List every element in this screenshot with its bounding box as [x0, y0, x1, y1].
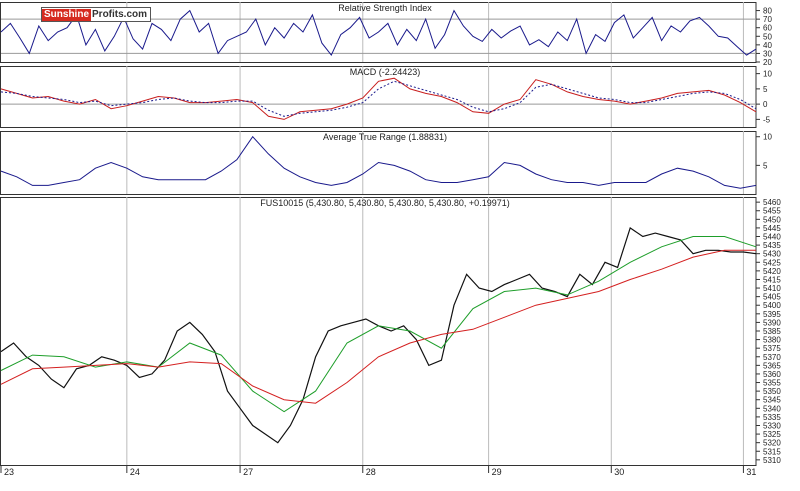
pane-4-y-tick-label: 5425 [763, 258, 781, 267]
pane-4-y-tick-label: 5380 [763, 336, 781, 345]
pane-4-y-tick-label: 5460 [763, 198, 781, 207]
pane-1-y-tick-label: 80 [763, 7, 772, 16]
pane-4-y-tick-label: 5335 [763, 413, 781, 422]
pane-2-y-tick-label: 5 [763, 85, 768, 94]
pane-4-series-line [0, 226, 757, 444]
x-tick-label: 30 [614, 467, 624, 477]
pane-3-y-tick-label: 5 [763, 161, 768, 170]
pane-3-series-line [0, 135, 757, 189]
pane-4-y-tick-label: 5360 [763, 370, 781, 379]
pane-4-y-tick-label: 5435 [763, 241, 781, 250]
pane-1-y-tick-label: 20 [763, 58, 772, 67]
pane-4-y-tick-label: 5385 [763, 327, 781, 336]
pane-4-series-line [0, 236, 757, 413]
pane-1-y-tick-label: 40 [763, 41, 772, 50]
pane-4-y-tick-label: 5415 [763, 275, 781, 284]
pane-4-y-tick-label: 5375 [763, 344, 781, 353]
pane-4-y-tick-label: 5450 [763, 215, 781, 224]
pane-4-y-tick-label: 5410 [763, 284, 781, 293]
brand-name-part2: Profits.com [92, 8, 148, 20]
pane-3-frame [0, 131, 757, 195]
pane-2-frame [0, 66, 757, 128]
pane-4-y-tick-label: 5405 [763, 293, 781, 302]
pane-2-series-line [0, 77, 757, 120]
x-tick-label: 27 [243, 467, 253, 477]
pane-4-y-tick-label: 5430 [763, 250, 781, 259]
x-tick-label: 24 [130, 467, 140, 477]
pane-4-y-tick-label: 5310 [763, 456, 781, 465]
pane-1-y-tick-label: 60 [763, 24, 772, 33]
brand-name-part1: Sunshine [42, 8, 92, 21]
pane-2-y-tick-label: 0 [763, 100, 768, 109]
pane-4-y-tick-label: 5330 [763, 421, 781, 430]
pane-2-y-tick-label: 10 [763, 70, 772, 79]
pane-4-y-tick-label: 5340 [763, 404, 781, 413]
pane-4-y-tick-label: 5345 [763, 396, 781, 405]
x-tick-label: 29 [492, 467, 502, 477]
pane-4-frame [0, 197, 757, 466]
pane-2-series-line [0, 80, 757, 117]
pane-4-y-tick-label: 5365 [763, 361, 781, 370]
pane-4-y-tick-label: 5350 [763, 387, 781, 396]
pane-3-title: Average True Range (1.88831) [323, 132, 447, 142]
pane-2-title: MACD (-2.24423) [350, 67, 421, 77]
pane-1-y-tick-label: 50 [763, 32, 772, 41]
pane-4-y-tick-label: 5455 [763, 207, 781, 216]
pane-4-y-tick-label: 5315 [763, 447, 781, 456]
pane-4-y-tick-label: 5325 [763, 430, 781, 439]
pane-1-y-tick-label: 70 [763, 15, 772, 24]
pane-1-series-line [0, 9, 757, 57]
pane-4-title: FUS10015 (5,430.80, 5,430.80, 5,430.80, … [260, 198, 509, 208]
x-tick-label: 23 [4, 467, 14, 477]
pane-4-y-tick-label: 5390 [763, 318, 781, 327]
pane-2-y-tick-label: -5 [763, 115, 771, 124]
pane-4-y-tick-label: 5370 [763, 353, 781, 362]
pane-4-y-tick-label: 5420 [763, 267, 781, 276]
pane-3-y-tick-label: 10 [763, 133, 772, 142]
pane-4-series-line [0, 249, 756, 404]
pane-1-title: Relative Strength Index [338, 3, 432, 13]
pane-4-y-tick-label: 5440 [763, 233, 781, 242]
pane-4-y-tick-label: 5320 [763, 439, 781, 448]
x-tick-label: 31 [746, 467, 756, 477]
pane-1-y-tick-label: 30 [763, 49, 772, 58]
pane-4-y-tick-label: 5400 [763, 301, 781, 310]
pane-4-y-tick-label: 5395 [763, 310, 781, 319]
brand-logo: Sunshine Profits.com [41, 7, 152, 22]
pane-4-y-tick-label: 5355 [763, 379, 781, 388]
x-tick-label: 28 [366, 467, 376, 477]
pane-4-y-tick-label: 5445 [763, 224, 781, 233]
pane-1-frame [0, 2, 757, 63]
